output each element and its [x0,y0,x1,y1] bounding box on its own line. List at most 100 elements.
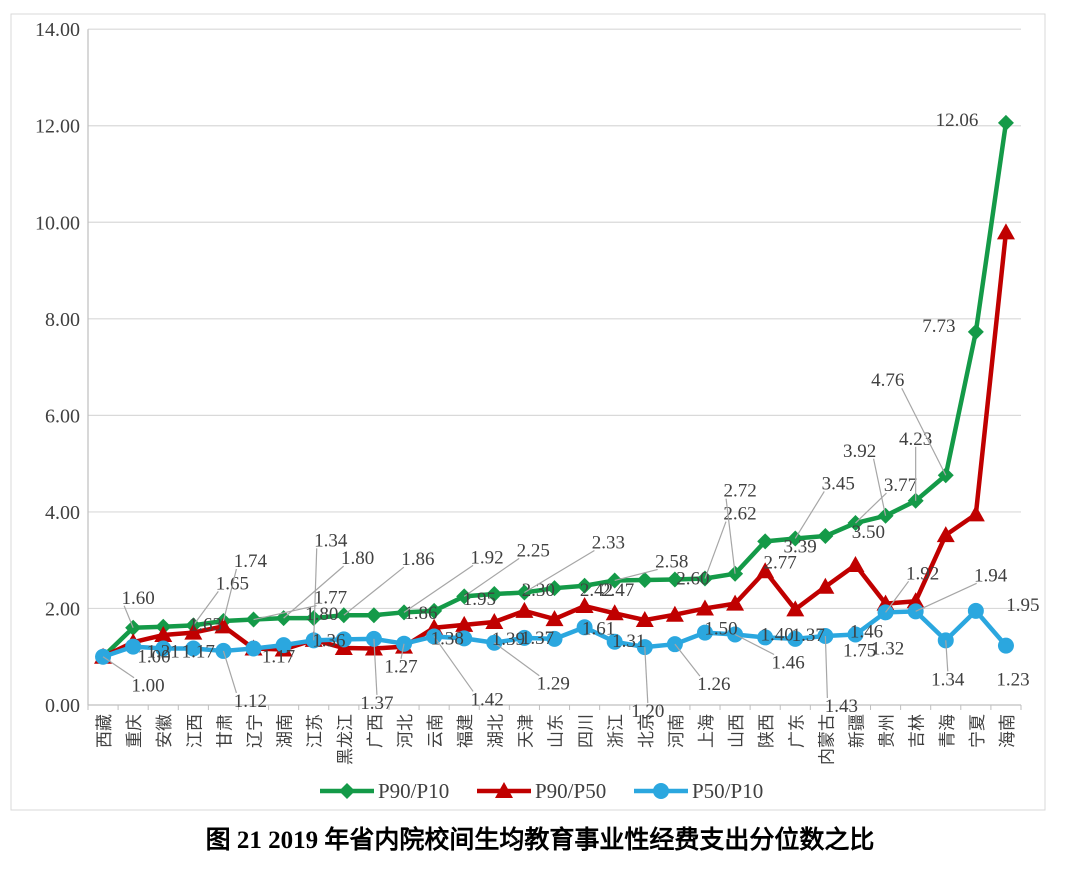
y-axis-tick-label: 10.00 [35,212,80,234]
label-leader-line [102,656,135,679]
data-label: 2.62 [723,504,756,525]
data-label: 12.06 [936,110,979,131]
label-leader-line [734,633,775,656]
diamond-marker [967,323,984,340]
label-leader-line [400,643,405,659]
label-leader-line [725,498,736,574]
circle-marker [245,640,262,657]
legend-label: P90/P50 [535,779,606,803]
x-axis-category-label: 河南 [667,714,686,748]
label-leader-line [433,636,474,692]
x-axis-category-label: 云南 [426,714,445,748]
circle-marker [185,640,202,657]
diamond-marker [305,610,322,627]
x-axis-category-label: 山西 [727,714,746,748]
triangle-marker [605,604,624,621]
triangle-marker [154,626,173,643]
label-leader-line [915,582,977,612]
triangle-marker [996,223,1015,240]
label-leader-line [123,605,134,628]
data-label: 1.92 [906,563,939,584]
triangle-marker [665,605,684,622]
triangle-marker [966,505,985,522]
diamond-marker [636,571,653,588]
x-axis-category-label: 安徽 [155,714,174,748]
data-label: 1.95 [463,589,496,610]
label-leader-line [614,568,658,582]
label-leader-line [493,642,540,677]
data-label: 3.50 [852,522,885,543]
label-leader-line [885,580,910,613]
x-axis-category-label: 西藏 [95,714,114,748]
data-label: 1.92 [470,547,503,568]
triangle-marker [756,562,775,579]
circle-marker [967,602,984,619]
x-axis-category-label: 海南 [998,714,1017,748]
circle-marker [335,631,352,648]
x-axis-category-label: 山东 [547,714,566,748]
data-label: 2.72 [723,481,756,502]
triangle-marker [726,594,745,611]
triangle-marker [184,623,203,640]
x-axis-category-label: 新疆 [847,714,866,748]
diamond-marker [546,580,563,597]
x-axis-category-label: 内蒙古 [817,714,836,765]
x-axis-category-label: 陕西 [757,714,776,748]
data-label: 1.26 [697,674,730,695]
data-label: 2.42 [580,580,613,601]
data-label: 2.58 [655,551,688,572]
y-axis-tick-label: 2.00 [45,598,80,620]
diamond-marker [486,585,503,602]
data-label: 3.77 [884,475,917,496]
data-label: 1.17 [182,642,215,663]
label-leader-line [794,491,825,539]
diamond-marker [997,114,1014,131]
x-axis-category-label: 江西 [185,714,204,748]
data-label: 1.29 [537,674,570,695]
data-label: 1.75 [843,640,876,661]
x-axis-category-label: 宁夏 [968,714,987,748]
label-leader-line [644,647,649,704]
circle-marker [757,629,774,646]
data-label: 2.47 [601,580,634,601]
diamond-marker [757,533,774,550]
triangle-marker [485,612,504,629]
y-axis-tick-label: 4.00 [45,502,80,524]
data-label: 1.63 [189,614,222,635]
data-label: 1.12 [234,691,267,712]
circle-marker [576,619,593,636]
data-label: 1.38 [431,628,464,649]
data-label: 1.40 [761,624,794,645]
circle-marker [787,630,804,647]
label-leader-line [222,568,238,622]
label-leader-line [253,604,317,621]
label-leader-line [222,650,238,694]
data-label: 1.60 [122,588,155,609]
circle-marker [125,638,142,655]
circle-marker [456,630,473,647]
legend-label: P90/P10 [378,779,449,803]
label-leader-line [192,590,219,626]
label-leader-line [704,521,727,579]
chart-border [10,13,1046,811]
y-axis-tick-label: 0.00 [45,695,80,717]
data-label: 7.73 [922,316,955,337]
label-leader-line [901,387,947,476]
triangle-marker [214,617,233,634]
circle-marker [997,637,1014,654]
data-label: 1.34 [314,530,348,551]
data-label: 1.86 [401,549,434,570]
triangle-marker [515,601,534,618]
x-axis-category-label: 湖南 [276,714,295,748]
x-axis-category-label: 天津 [516,714,535,748]
data-label: 1.32 [871,638,904,659]
circle-marker [847,626,864,643]
data-label: 1.42 [470,689,503,710]
x-axis-category-label: 甘肃 [215,714,234,748]
circle-marker [696,624,713,641]
data-label: 1.80 [305,604,338,625]
data-label: 1.31 [612,631,645,652]
data-label: 1.21 [147,642,180,663]
label-leader-line [824,635,828,698]
triangle-marker [455,615,474,632]
